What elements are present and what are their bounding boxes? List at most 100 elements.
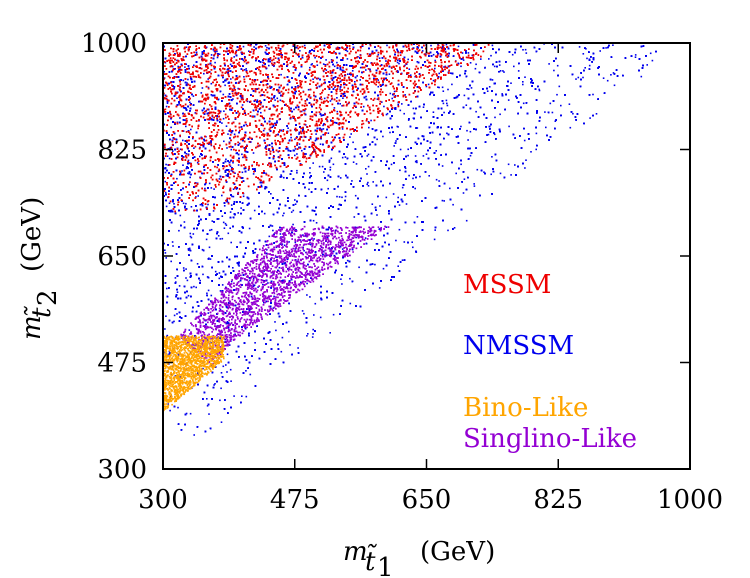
data-point bbox=[389, 131, 391, 134]
data-point bbox=[230, 148, 233, 151]
data-point bbox=[494, 116, 496, 119]
data-point bbox=[309, 66, 311, 69]
data-point bbox=[416, 127, 419, 129]
data-point bbox=[393, 90, 396, 93]
data-point bbox=[395, 239, 397, 242]
data-point bbox=[312, 333, 314, 335]
data-point bbox=[165, 105, 168, 108]
data-point bbox=[211, 115, 214, 118]
data-point bbox=[510, 82, 512, 84]
data-point bbox=[171, 184, 174, 186]
data-point bbox=[339, 88, 341, 90]
data-point bbox=[172, 245, 174, 247]
data-point bbox=[329, 166, 332, 169]
data-point bbox=[164, 180, 167, 183]
data-point bbox=[220, 387, 222, 390]
data-point bbox=[334, 86, 336, 88]
data-point bbox=[425, 53, 427, 56]
data-point bbox=[385, 196, 388, 199]
data-point bbox=[359, 79, 361, 81]
data-point bbox=[354, 81, 356, 83]
data-point bbox=[223, 110, 225, 112]
data-point bbox=[548, 63, 550, 65]
data-point bbox=[312, 162, 314, 164]
data-point bbox=[220, 421, 223, 423]
data-point bbox=[246, 100, 249, 103]
data-point bbox=[646, 64, 648, 66]
data-point bbox=[307, 333, 309, 335]
data-point bbox=[446, 102, 448, 105]
data-point bbox=[224, 338, 227, 341]
data-point bbox=[234, 172, 236, 174]
data-point bbox=[346, 58, 349, 60]
data-point bbox=[165, 315, 167, 317]
data-point bbox=[471, 54, 474, 57]
data-point bbox=[462, 59, 465, 61]
data-point bbox=[612, 44, 614, 46]
data-point bbox=[185, 46, 188, 48]
data-point bbox=[390, 163, 393, 166]
data-point bbox=[309, 296, 311, 298]
data-point bbox=[222, 221, 225, 224]
data-point bbox=[401, 186, 404, 189]
data-point bbox=[325, 59, 327, 61]
data-point bbox=[312, 328, 314, 331]
data-point bbox=[274, 321, 276, 323]
data-point bbox=[475, 63, 477, 66]
data-point bbox=[385, 60, 387, 62]
data-point bbox=[164, 61, 167, 64]
data-point bbox=[199, 279, 201, 282]
data-point bbox=[476, 168, 479, 171]
data-point bbox=[354, 194, 357, 197]
data-point bbox=[185, 277, 187, 279]
data-point bbox=[229, 137, 231, 140]
data-point bbox=[169, 113, 172, 115]
data-point bbox=[391, 97, 393, 100]
data-point bbox=[517, 70, 520, 72]
data-point bbox=[365, 168, 367, 170]
data-point bbox=[177, 406, 179, 409]
data-point bbox=[307, 88, 310, 91]
data-point bbox=[511, 53, 514, 56]
data-point bbox=[367, 181, 369, 184]
data-point bbox=[207, 78, 209, 80]
data-point bbox=[182, 267, 185, 269]
data-point bbox=[382, 267, 385, 270]
data-point bbox=[201, 248, 204, 251]
data-point bbox=[295, 90, 297, 93]
data-point bbox=[232, 170, 234, 173]
data-point bbox=[333, 107, 336, 109]
data-point bbox=[253, 284, 256, 286]
data-point bbox=[205, 182, 207, 185]
data-point bbox=[186, 279, 189, 282]
data-point bbox=[294, 148, 297, 150]
data-point bbox=[190, 128, 192, 131]
data-point bbox=[333, 254, 335, 257]
data-point bbox=[235, 188, 238, 190]
data-point bbox=[304, 75, 306, 77]
data-point bbox=[336, 61, 338, 64]
data-point bbox=[196, 263, 199, 265]
data-point bbox=[339, 177, 342, 179]
data-point bbox=[577, 76, 580, 79]
data-point bbox=[438, 72, 440, 75]
data-point bbox=[501, 93, 503, 95]
data-point bbox=[378, 57, 381, 59]
data-point bbox=[193, 434, 195, 436]
data-point bbox=[610, 74, 612, 76]
data-point bbox=[163, 71, 165, 73]
data-point bbox=[245, 123, 248, 126]
data-point bbox=[166, 334, 169, 337]
data-point bbox=[467, 52, 470, 54]
data-point bbox=[558, 85, 561, 88]
data-point bbox=[164, 249, 166, 251]
data-point bbox=[187, 294, 190, 297]
data-point bbox=[535, 148, 537, 151]
data-point bbox=[386, 112, 389, 115]
data-point bbox=[377, 85, 380, 88]
data-point bbox=[366, 173, 368, 175]
data-point bbox=[322, 124, 324, 127]
data-point bbox=[422, 155, 425, 157]
data-point bbox=[524, 76, 526, 78]
data-point bbox=[359, 66, 362, 69]
